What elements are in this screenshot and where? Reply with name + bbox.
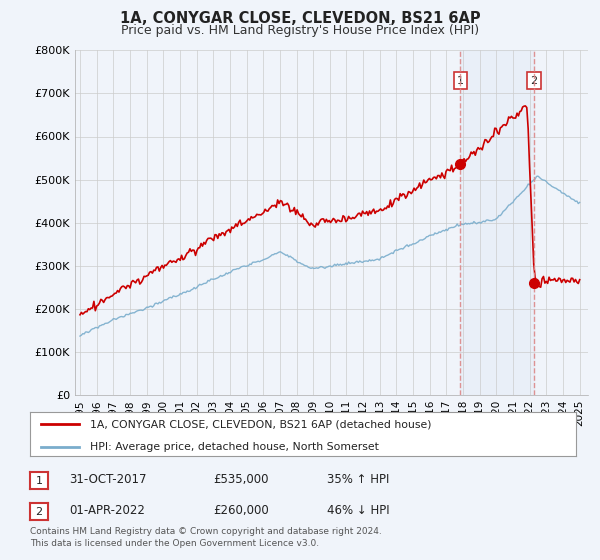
Bar (460, 50, 534, 395)
Text: HPI: Average price, detached house, North Somerset: HPI: Average price, detached house, Nort… (90, 441, 379, 451)
Text: This data is licensed under the Open Government Licence v3.0.: This data is licensed under the Open Gov… (30, 539, 319, 548)
Text: Price paid vs. HM Land Registry's House Price Index (HPI): Price paid vs. HM Land Registry's House … (121, 24, 479, 37)
Text: £260,000: £260,000 (213, 504, 269, 517)
Text: 35% ↑ HPI: 35% ↑ HPI (327, 473, 389, 486)
Text: Contains HM Land Registry data © Crown copyright and database right 2024.: Contains HM Land Registry data © Crown c… (30, 528, 382, 536)
Text: 1A, CONYGAR CLOSE, CLEVEDON, BS21 6AP (detached house): 1A, CONYGAR CLOSE, CLEVEDON, BS21 6AP (d… (90, 419, 431, 429)
Text: 1A, CONYGAR CLOSE, CLEVEDON, BS21 6AP: 1A, CONYGAR CLOSE, CLEVEDON, BS21 6AP (119, 11, 481, 26)
Text: £535,000: £535,000 (213, 473, 269, 486)
Text: 2: 2 (35, 507, 43, 517)
Text: 31-OCT-2017: 31-OCT-2017 (69, 473, 146, 486)
Text: 1: 1 (35, 476, 43, 486)
Text: 2: 2 (530, 76, 538, 86)
Text: 01-APR-2022: 01-APR-2022 (69, 504, 145, 517)
Text: 46% ↓ HPI: 46% ↓ HPI (327, 504, 389, 517)
Text: 1: 1 (457, 76, 464, 86)
